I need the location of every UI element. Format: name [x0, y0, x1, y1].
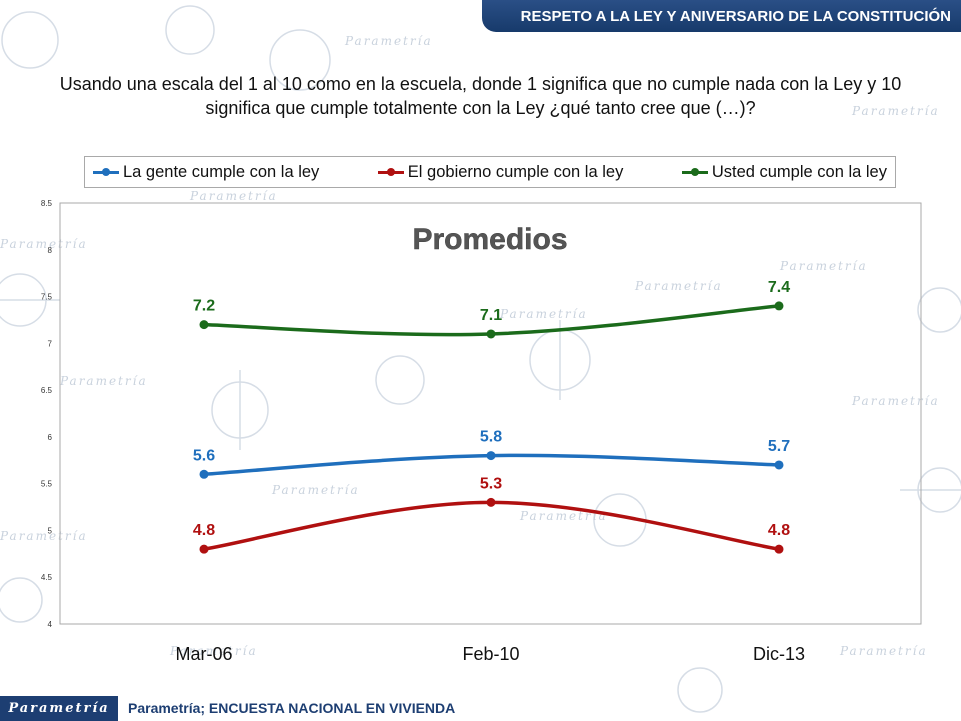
svg-text:Parametría: Parametría — [839, 644, 928, 658]
chart-legend: La gente cumple con la ley El gobierno c… — [84, 156, 896, 188]
survey-question: Usando una escala del 1 al 10 como en la… — [59, 74, 902, 118]
legend-swatch-series-2 — [377, 167, 404, 177]
series-1-data-label: 5.6 — [193, 447, 215, 464]
header-title: RESPETO A LA LEY Y ANIVERSARIO DE LA CON… — [520, 7, 951, 25]
series-2-point — [774, 544, 784, 554]
series-2-data-label: 4.8 — [193, 522, 215, 539]
svg-text:Parametría: Parametría — [344, 34, 433, 48]
x-tick-label: Feb-10 — [462, 644, 519, 664]
svg-text:Parametría: Parametría — [189, 189, 278, 203]
footer: Parametría Parametría; ENCUESTA NACIONAL… — [0, 696, 961, 721]
svg-text:Parametría: Parametría — [779, 259, 868, 273]
y-tick-label: 6.5 — [41, 386, 53, 395]
y-tick-label: 5 — [48, 526, 53, 535]
legend-item-series-1: La gente cumple con la ley — [93, 163, 319, 182]
series-1-data-label: 5.8 — [480, 429, 502, 446]
legend-item-series-2: El gobierno cumple con la ley — [377, 162, 624, 182]
series-1-point — [774, 460, 784, 470]
y-tick-label: 5.5 — [41, 480, 53, 489]
plot-area-border — [59, 202, 922, 625]
y-tick-label: 8.5 — [41, 199, 53, 208]
svg-text:Parametría: Parametría — [0, 529, 88, 543]
svg-text:Parametría: Parametría — [59, 374, 148, 388]
series-2-point — [486, 497, 496, 507]
series-3-data-label: 7.4 — [768, 279, 790, 296]
svg-text:Parametría: Parametría — [169, 644, 258, 658]
svg-text:Parametría: Parametría — [0, 237, 88, 251]
series-3-point — [774, 301, 784, 311]
series-3-data-label: 7.1 — [480, 307, 502, 324]
x-tick-label: Dic-13 — [753, 644, 805, 664]
y-tick-label: 8 — [48, 246, 53, 255]
legend-swatch-series-1 — [93, 167, 119, 177]
series-1-data-label: 5.7 — [768, 438, 790, 455]
svg-text:Parametría: Parametría — [851, 394, 940, 408]
footer-logo: Parametría — [0, 696, 118, 721]
legend-label-series-2: El gobierno cumple con la ley — [407, 162, 624, 181]
series-2-data-label: 5.3 — [480, 475, 502, 492]
svg-text:Parametría: Parametría — [519, 509, 608, 523]
svg-text:Parametría: Parametría — [499, 307, 588, 321]
chart-title: Promedios — [412, 223, 567, 256]
y-tick-label: 4 — [48, 620, 53, 629]
series-1-point — [199, 469, 209, 479]
svg-text:Parametría: Parametría — [271, 483, 360, 497]
legend-item-series-3: Usted cumple con la ley — [681, 162, 887, 182]
y-tick-label: 7 — [48, 339, 53, 348]
series-2-data-label: 4.8 — [768, 522, 790, 539]
x-tick-label: Mar-06 — [175, 644, 232, 664]
series-3-point — [199, 320, 209, 330]
series-2-point — [199, 544, 209, 554]
svg-text:Parametría: Parametría — [634, 279, 723, 293]
series-3-point — [486, 329, 496, 339]
footer-source: Parametría; ENCUESTA NACIONAL EN VIVIEND… — [128, 700, 456, 716]
y-tick-label: 6 — [48, 433, 53, 442]
y-tick-label: 4.5 — [41, 573, 53, 582]
y-tick-label: 7.5 — [41, 293, 53, 302]
series-3-data-label: 7.2 — [193, 298, 215, 315]
legend-swatch-series-3 — [681, 167, 708, 177]
header-banner: RESPETO A LA LEY Y ANIVERSARIO DE LA CON… — [482, 0, 961, 32]
series-line-2 — [202, 500, 781, 551]
legend-label-series-3: Usted cumple con la ley — [711, 162, 887, 181]
svg-text:Parametría: Parametría — [851, 104, 940, 118]
series-1-point — [486, 451, 496, 461]
legend-label-series-1: La gente cumple con la ley — [123, 162, 320, 181]
